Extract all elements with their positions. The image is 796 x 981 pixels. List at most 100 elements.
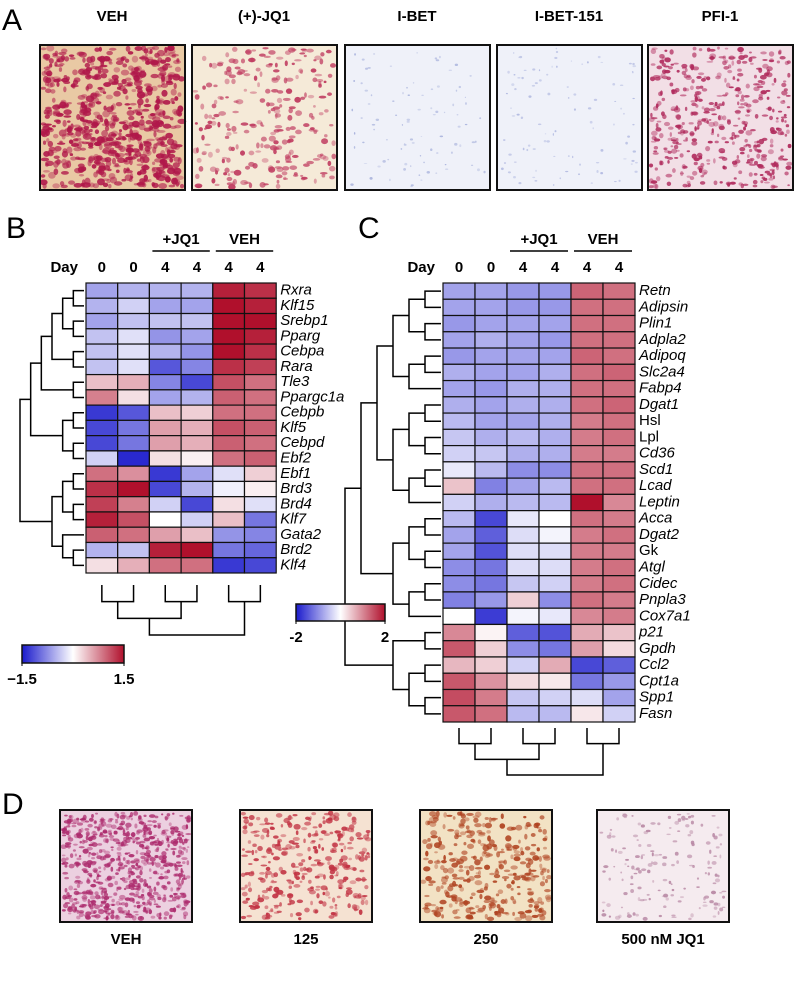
cell (99, 832, 103, 836)
cell (119, 814, 126, 820)
cell (103, 892, 109, 897)
cell (389, 65, 393, 67)
cell (64, 128, 73, 132)
cell (97, 881, 104, 885)
cell (716, 826, 720, 829)
cell (127, 870, 131, 875)
cell (143, 837, 151, 842)
cell (139, 154, 148, 158)
cell (252, 163, 258, 169)
heatmap-cell (148, 297, 182, 315)
cell (97, 56, 103, 61)
cell (266, 834, 270, 838)
cell (334, 830, 342, 834)
cell (454, 142, 458, 146)
cell (264, 822, 271, 825)
cell (125, 912, 130, 917)
cell (603, 865, 609, 869)
cell (308, 112, 314, 118)
heatmap-cell (212, 480, 246, 498)
cell (349, 866, 357, 871)
cell (732, 77, 736, 80)
heatmap-cell (602, 298, 636, 317)
row-label: Cebpb (280, 404, 324, 421)
cell (648, 897, 651, 901)
cell (288, 814, 292, 821)
cell (155, 98, 161, 105)
cell (722, 115, 727, 121)
cell (87, 836, 93, 842)
cell (638, 843, 642, 847)
cell (708, 56, 716, 60)
cell (620, 906, 624, 909)
cell (201, 134, 205, 141)
cell (331, 153, 337, 160)
cell (653, 145, 659, 150)
cell (128, 871, 135, 876)
cell (474, 867, 483, 870)
cell (711, 815, 716, 817)
cell (648, 185, 654, 189)
cell (713, 158, 716, 164)
cell (724, 77, 727, 83)
cell (701, 88, 708, 92)
cell (718, 56, 726, 59)
column-header: Day (407, 259, 435, 276)
cell (609, 832, 612, 837)
cell (718, 833, 723, 837)
heatmap-cell (117, 496, 150, 513)
cell (641, 854, 646, 856)
cell (268, 102, 275, 107)
cell (623, 158, 627, 160)
cell (95, 812, 99, 815)
cell (122, 88, 128, 95)
heatmap-cell (506, 510, 540, 528)
cell (512, 900, 517, 905)
cell (129, 72, 139, 76)
heatmap-cell (85, 358, 119, 376)
cell (127, 909, 130, 914)
cell (309, 816, 312, 820)
heatmap-cell (602, 640, 636, 658)
image-label: (+)-JQ1 (238, 8, 290, 25)
heatmap-cell (506, 477, 540, 495)
column-label: 4 (161, 259, 170, 276)
row-label: Brd3 (280, 480, 312, 497)
cell (766, 173, 772, 176)
cell (527, 858, 534, 865)
cell (161, 158, 166, 164)
cell (684, 68, 688, 73)
image-label: VEH (111, 931, 142, 948)
heatmap-cell (474, 542, 508, 561)
cell (787, 72, 791, 78)
cell (712, 121, 719, 127)
cell (66, 821, 72, 825)
cell (136, 111, 143, 116)
cell (109, 832, 113, 836)
cell (663, 149, 670, 153)
cell (445, 168, 449, 171)
cell (513, 853, 521, 857)
cell (349, 880, 357, 885)
cell (505, 844, 513, 851)
cell (147, 854, 151, 859)
cell (98, 866, 102, 870)
cell (335, 871, 339, 877)
cell (119, 822, 124, 826)
heatmap-cell (538, 428, 572, 447)
cell (90, 136, 97, 143)
cell (151, 45, 160, 51)
cell (662, 862, 667, 867)
cell (155, 862, 161, 868)
cell (66, 146, 73, 154)
cell (314, 909, 318, 914)
cell (438, 840, 442, 846)
cell (144, 53, 148, 58)
cell (135, 837, 140, 840)
cell (157, 98, 165, 105)
cell (73, 898, 78, 901)
cell (667, 150, 672, 154)
cell (169, 157, 174, 163)
cell (148, 888, 153, 894)
cell (98, 823, 105, 828)
